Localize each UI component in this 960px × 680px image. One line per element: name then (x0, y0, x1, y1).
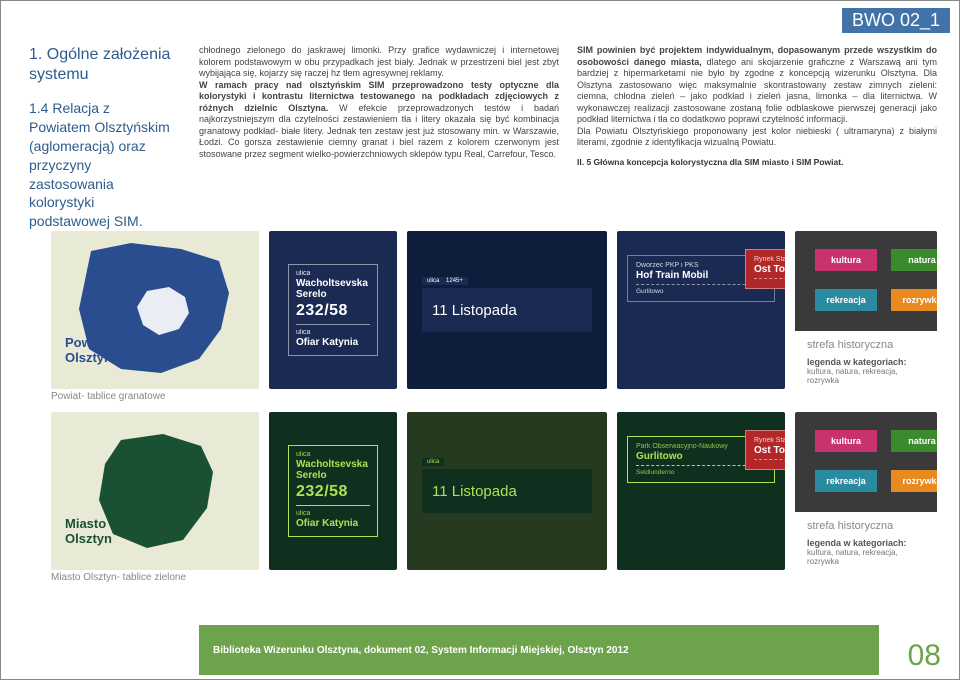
dir-sub: Seidlunderno (636, 469, 766, 476)
sidebar: 1. Ogólne założenia systemu 1.4 Relacja … (29, 45, 175, 231)
section-sub: 1.4 Relacja z Powiatem Olsztyńskim (aglo… (29, 99, 175, 231)
sign-direction-green: Park Obserwacyjno-Naukowy Gurlitowo Seid… (617, 412, 785, 570)
dir-sub: Gurlitowo (636, 288, 766, 295)
sign-street-name: 11 Listopada (432, 483, 517, 500)
row-caption: Miasto Olsztyn- tablice zielone (51, 572, 937, 583)
sign-direction-navy: Dworzec PKP i PKS Hof Train Mobil Gurlit… (617, 231, 785, 389)
doc-code-badge: BWO 02_1 (841, 7, 951, 34)
body-columns: chłodnego zielonego do jaskrawej limonki… (199, 45, 937, 168)
sign-address-navy: ulica Wacholtsevska Serelo 232/58 ulica … (269, 231, 397, 389)
legend-label: legenda w kategoriach: (807, 538, 925, 548)
page-number: 08 (908, 639, 941, 673)
sign-numbers: 232/58 (296, 483, 370, 501)
sign-street: ulica (296, 451, 370, 459)
map-powiat: PowiatOlsztyński (51, 231, 259, 389)
pill-natura: natura (891, 430, 937, 452)
row-caption: Powiat- tablice granatowe (51, 391, 937, 402)
figure-gallery: PowiatOlsztyński ulica Wacholtsevska Ser… (51, 231, 937, 583)
sign-name-b: Ofiar Katynia (296, 518, 370, 529)
figure-caption: Il. 5 Główna koncepcja kolorystyczna dla… (577, 157, 937, 168)
sign-address-green: ulica Wacholtsevska Serelo 232/58 ulica … (269, 412, 397, 570)
pill-rekreacja: rekreacja (815, 470, 877, 492)
dir-title: Rynek Starego Miasta (754, 256, 785, 263)
para: chłodnego zielonego do jaskrawej limonki… (199, 45, 559, 78)
pill-kultura: kultura (815, 430, 877, 452)
pill-natura: natura (891, 249, 937, 271)
legend-strefa: strefa historyczna (807, 339, 925, 351)
map-label: PowiatOlsztyński (65, 335, 130, 365)
sign-street-name: 11 Listopada (432, 302, 517, 319)
legend-sub: kultura, natura, rekreacja, rozrywka (807, 548, 925, 566)
sign-street: ulica (296, 329, 370, 337)
legend-panel: kultura natura rekreacja rozrywka strefa… (795, 412, 937, 570)
pill-rozrywka: rozrywka (891, 289, 937, 311)
section-heading: 1. Ogólne założenia systemu (29, 45, 175, 85)
gallery-row-miasto: MiastoOlsztyn ulica Wacholtsevska Serelo… (51, 412, 937, 583)
sign-name-a: Wacholtsevska Serelo (296, 459, 370, 481)
dir-name: Ost Town Mobil (754, 445, 785, 456)
sign-name-b: Ofiar Katynia (296, 337, 370, 348)
para: Dla Powiatu Olsztyńskiego proponowany je… (577, 126, 937, 148)
sign-street: ulica (296, 510, 370, 518)
legend-strefa: strefa historyczna (807, 520, 925, 532)
sign-numbers: 232/58 (296, 302, 370, 320)
legend-label: legenda w kategoriach: (807, 357, 925, 367)
pill-kultura: kultura (815, 249, 877, 271)
legend-sub: kultura, natura, rekreacja, rozrywka (807, 367, 925, 385)
sign-street-green: ulica 11 Listopada (407, 412, 607, 570)
footer: Biblioteka Wizerunku Olsztyna, dokument … (1, 621, 959, 679)
legend-panel: kultura natura rekreacja rozrywka strefa… (795, 231, 937, 389)
sign-prefix: ulica (427, 459, 439, 465)
column-1: chłodnego zielonego do jaskrawej limonki… (199, 45, 559, 168)
map-label: MiastoOlsztyn (65, 516, 112, 546)
sign-street: ulica (296, 270, 370, 278)
map-miasto: MiastoOlsztyn (51, 412, 259, 570)
pill-rozrywka: rozrywka (891, 470, 937, 492)
sign-prefix: ulica (427, 278, 439, 284)
sign-name-a: Wacholtsevska Serelo (296, 278, 370, 300)
pill-rekreacja: rekreacja (815, 289, 877, 311)
sign-street-navy: ulica 1245+ 11 Listopada (407, 231, 607, 389)
dir-name: Ost Town Mobil (754, 264, 785, 275)
footer-bar: Biblioteka Wizerunku Olsztyna, dokument … (199, 625, 879, 675)
column-2: SIM powinien być projektem indywidualnym… (577, 45, 937, 168)
dir-title: Rynek Starego Miasta (754, 437, 785, 444)
sign-num: 1245+ (446, 278, 463, 284)
gallery-row-powiat: PowiatOlsztyński ulica Wacholtsevska Ser… (51, 231, 937, 402)
